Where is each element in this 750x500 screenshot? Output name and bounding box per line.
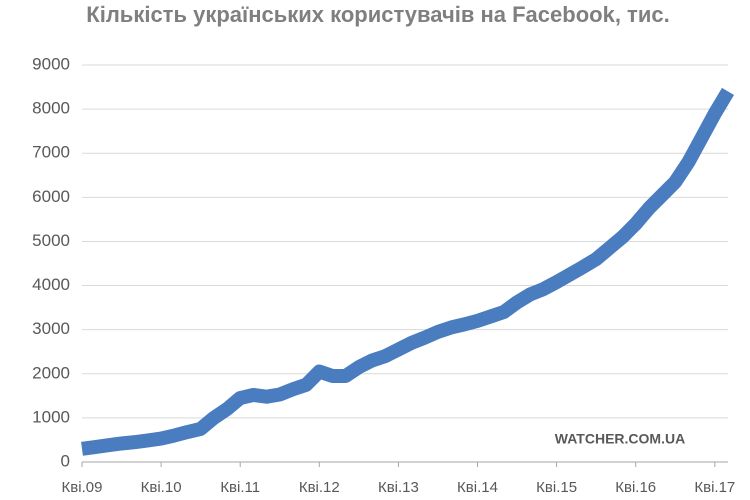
x-tick-label: Кві.13 [378, 479, 419, 496]
x-tick-label: Кві.10 [141, 479, 182, 496]
y-tick-label: 0 [61, 451, 70, 470]
chart-title: Кількість українських користувачів на Fa… [86, 2, 669, 27]
y-tick-label: 6000 [32, 187, 70, 206]
x-tick-label: Кві.15 [536, 479, 577, 496]
y-tick-label: 3000 [32, 319, 70, 338]
y-tick-label: 9000 [32, 54, 70, 73]
x-tick-label: Кві.09 [62, 479, 103, 496]
x-tick-label: Кві.14 [457, 479, 498, 496]
watermark: WATCHER.COM.UA [555, 431, 685, 447]
y-tick-label: 4000 [32, 275, 70, 294]
x-tick-label: Кві.11 [220, 479, 260, 496]
line [81, 87, 735, 456]
y-tick-label: 1000 [32, 407, 70, 426]
y-tick-label: 8000 [32, 99, 70, 118]
x-tick-label: Кві.16 [615, 479, 656, 496]
x-tick-label: Кві.17 [694, 479, 735, 496]
y-tick-label: 5000 [32, 231, 70, 250]
y-tick-label: 2000 [32, 363, 70, 382]
y-tick-label: 7000 [32, 143, 70, 162]
x-tick-label: Кві.12 [299, 479, 340, 496]
